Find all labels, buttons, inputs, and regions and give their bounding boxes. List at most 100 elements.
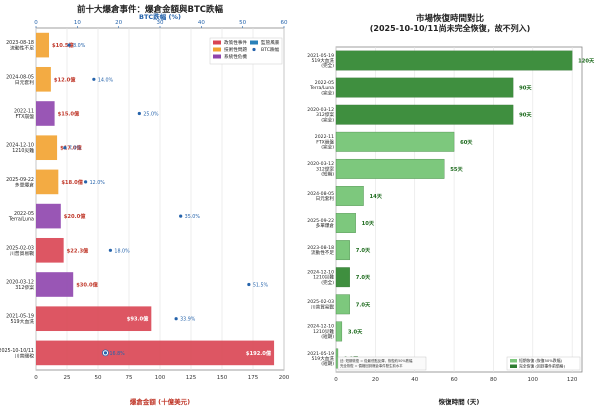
- bar-value-label: $93.0億: [127, 315, 149, 323]
- btc-drop-dot: [108, 248, 112, 252]
- legend-swatch: [510, 359, 517, 363]
- y-tick-label: 2022-11 FTX崩盤(完全): [315, 134, 335, 150]
- bar-value-label: 90天: [519, 85, 532, 92]
- bar: [335, 131, 455, 152]
- x2-tick-label: 60: [281, 20, 288, 26]
- x2-tick-label: 0: [34, 20, 38, 26]
- bar: [335, 158, 445, 179]
- legend-label: 技術性問題: [224, 46, 247, 53]
- y-tick-label: 2021-05-19 519大血洗: [6, 314, 34, 326]
- legend-swatch: [250, 40, 258, 45]
- left-chart-svg: 0 25 50 75 100 125 150 175 200 0 10 20 30 40 50 60 BTC跌幅…: [0, 12, 290, 406]
- left-chart-title: 前十大爆倉事件：爆倉金額與BTC跌幅: [76, 5, 224, 15]
- bar-value-label: $192.0億: [246, 349, 272, 357]
- bar: [36, 32, 50, 58]
- bar: [335, 77, 514, 98]
- btc-drop-dot: [247, 282, 251, 287]
- y-tick-label: 2022-05 Terra/Luna (完全): [309, 80, 334, 96]
- legend-label: BTC跌幅: [261, 46, 279, 53]
- legend-label: 完全恢復 (回到事件前價格): [519, 364, 565, 369]
- y-tick-label: 2024-08-05 日元套利: [307, 191, 334, 202]
- right-legend: 短期恢復 (恢復50%跌幅)完全恢復 (回到事件前價格): [506, 356, 581, 371]
- bar-value-label: $17.0億: [60, 144, 82, 152]
- legend-label: 政策性事件: [224, 39, 247, 46]
- bar-value-label: $15.0億: [58, 110, 80, 118]
- btc-drop-label: 25.0%: [143, 112, 159, 118]
- y-tick-label: 2025-02-03 川普貿易戰: [307, 299, 334, 310]
- y-tick-label: 2022-11 FTX崩盤: [14, 109, 34, 121]
- bar: [335, 294, 350, 315]
- bar-value-label: $22.3億: [67, 246, 89, 254]
- right-chart-panel: 市場恢復時間對比 (2025-10-10/11尚未完全恢復，故不列入) 0 20 4…: [300, 0, 600, 410]
- x2-tick-label: 30: [157, 20, 164, 26]
- legend-swatch: [213, 47, 221, 52]
- bar: [36, 306, 152, 332]
- btc-drop-label: 18.0%: [114, 248, 130, 254]
- x-tick-label: 75: [126, 375, 133, 381]
- x2-axis-label: BTC跌幅 (%): [139, 12, 181, 21]
- bar: [36, 203, 61, 229]
- x-tick-label: 20: [372, 377, 379, 383]
- bar: [335, 321, 343, 342]
- btc-drop-label: 7.0%: [69, 146, 82, 152]
- y-tick-label: 2025-10-10/11 川普關稅: [0, 348, 34, 360]
- bar: [335, 186, 364, 206]
- y-tick-label: 2024-12-10 1210災難(短期): [307, 324, 334, 340]
- btc-drop-dot: [63, 146, 67, 150]
- btc-drop-dot: [179, 214, 183, 218]
- btc-drop-dot: [92, 77, 96, 81]
- plot-area: [335, 46, 583, 373]
- legend-swatch: [510, 364, 517, 368]
- x-tick-label: 100: [155, 375, 166, 381]
- y-tick-label: 2025-09-22 多單爆倉: [6, 177, 34, 189]
- btc-drop-label: 51.5%: [253, 283, 269, 289]
- legend-label: 監管風暴: [261, 39, 280, 46]
- bar-value-label: $12.0億: [54, 75, 76, 83]
- y-tick-label: 2023-08-18 流動性不足: [6, 40, 34, 52]
- bar: [36, 272, 74, 297]
- x-tick-label: 120: [567, 377, 578, 383]
- btc-drop-label: 16.8%: [109, 351, 125, 357]
- bar-value-label: 7.0天: [356, 247, 371, 254]
- bar: [335, 104, 514, 125]
- bar: [335, 213, 356, 233]
- bar: [36, 340, 275, 366]
- x-tick-label: 50: [95, 375, 102, 381]
- x-tick-label: 40: [411, 377, 418, 383]
- legend-box: [209, 37, 283, 65]
- bar: [36, 169, 59, 195]
- x-tick-label: 25: [64, 375, 71, 381]
- btc-drop-label: 8.0%: [73, 43, 86, 49]
- bar: [335, 348, 339, 369]
- x-tick-label: 60: [451, 377, 458, 383]
- x-tick-label: 200: [279, 375, 290, 381]
- y-tick-label: 2024-08-05 日元套利: [6, 74, 34, 86]
- bar-value-label: 55天: [450, 166, 463, 173]
- bar-value-label: $10.5億: [52, 41, 74, 49]
- y-tick-label: 2020-03-12 312慘案: [6, 280, 34, 292]
- left-chart-panel: 前十大爆倉事件：爆倉金額與BTC跌幅 0 25 50 75 100 125 150 175 20…: [0, 5, 290, 406]
- x2-tick-label: 50: [239, 20, 246, 26]
- btc-drop-dot: [103, 351, 108, 355]
- y-tick-label: 2020-03-12 312慘案(短期): [307, 161, 334, 177]
- bar: [36, 135, 58, 161]
- x-tick-label: 0: [34, 375, 38, 381]
- bar-value-label: 3.0天: [348, 328, 363, 335]
- x-tick-label: 175: [248, 375, 259, 381]
- y-tick-label: 2020-03-12 312慘案(完全): [307, 107, 334, 123]
- bar: [36, 66, 51, 92]
- bar-value-label: 120天: [578, 58, 595, 65]
- bar: [335, 267, 350, 288]
- note-line: 註: 短期恢復 = 從最低點反彈，恢復約50%跌幅: [340, 358, 413, 363]
- bar: [335, 240, 350, 261]
- y-tick-label: 2022-05 Terra/Luna: [8, 211, 34, 223]
- x2-tick-label: 20: [115, 20, 122, 26]
- bar-value-label: 90天: [519, 112, 532, 119]
- bar-value-label: 10天: [362, 220, 375, 227]
- btc-drop-dot: [84, 180, 88, 184]
- btc-drop-label: 35.0%: [185, 214, 201, 220]
- right-chart-svg: 0 20 40 60 80 100 120 恢復時間 (天) 2021-05-19 519大血洗(…: [307, 46, 595, 406]
- x-tick-label: 0: [334, 377, 338, 383]
- bar-value-label: $30.0億: [76, 281, 98, 289]
